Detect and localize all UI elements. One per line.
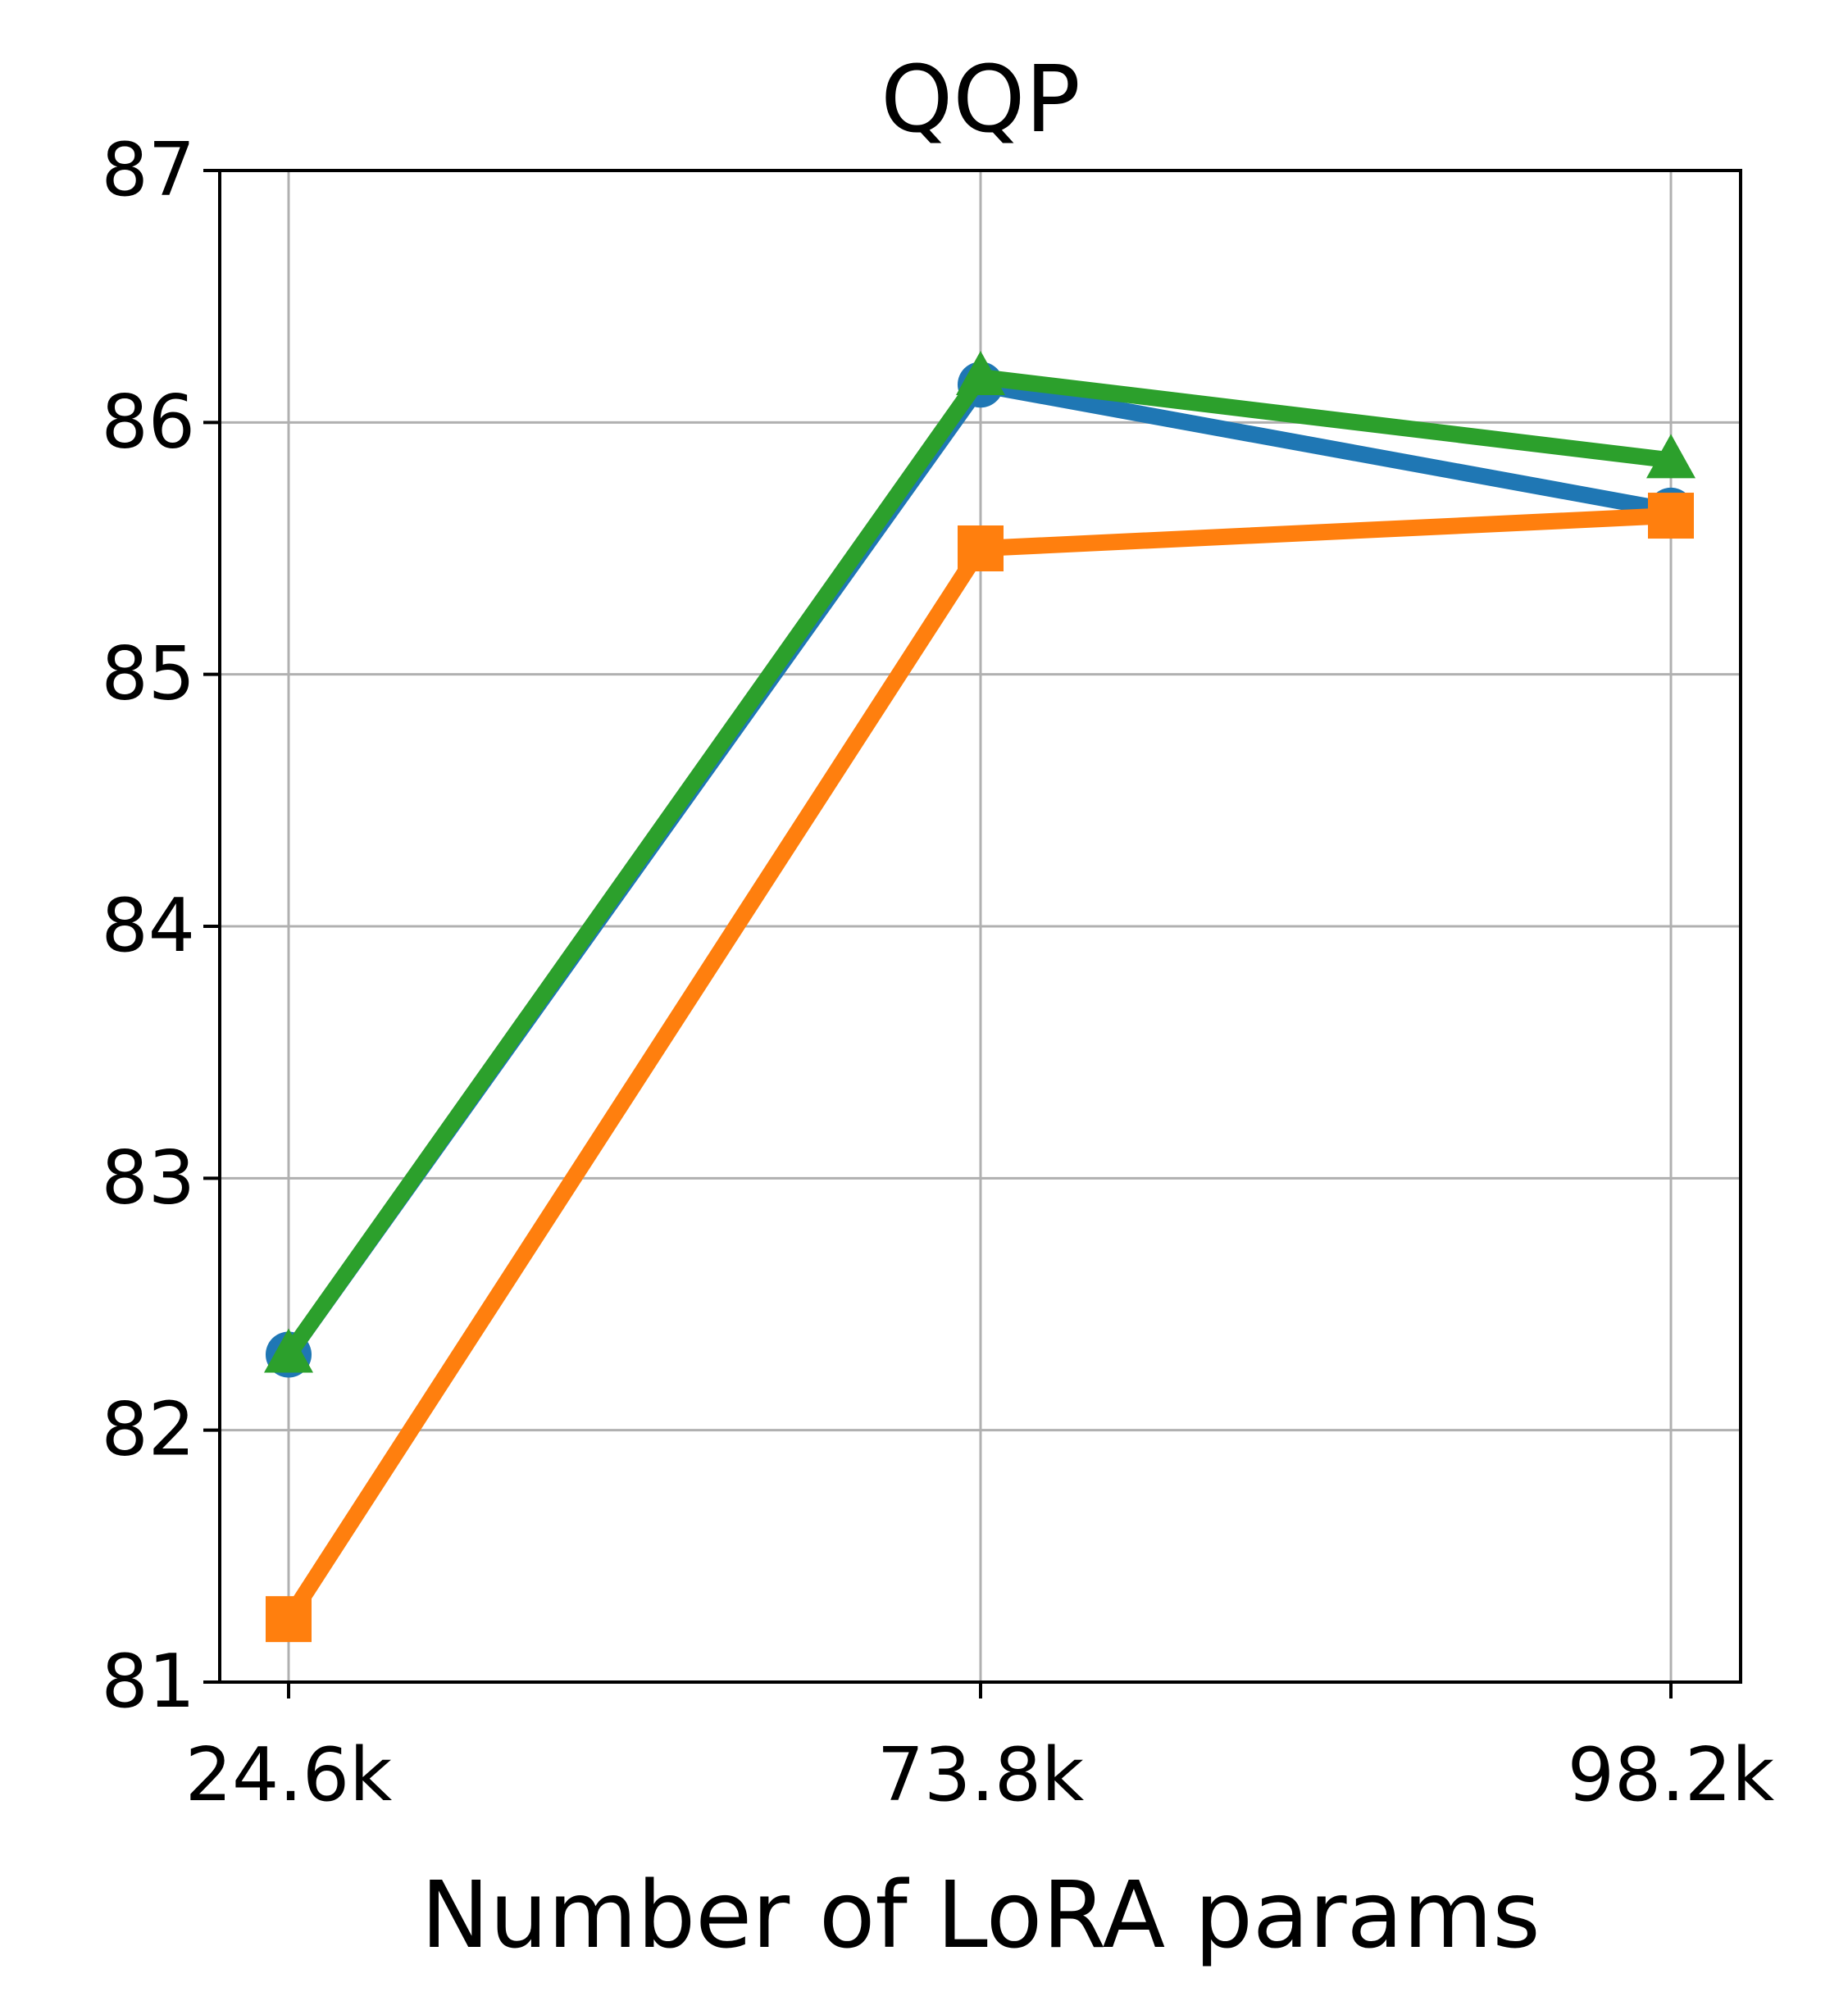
data-point-square <box>266 1596 312 1643</box>
x-tick-label: 24.6k <box>185 1732 393 1818</box>
data-point-triangle <box>956 351 1005 396</box>
y-tick-label: 83 <box>101 1135 195 1221</box>
x-axis-label: Number of LoRA params <box>421 1862 1540 1969</box>
data-point-triangle <box>264 1328 313 1373</box>
chart-title: QQP <box>881 47 1081 153</box>
axis-ticks: 81 82 83 84 85 86 87 24.6k 73.8k 98.2k <box>101 127 1774 1818</box>
series-2 <box>266 493 1694 1643</box>
series-lines <box>264 351 1696 1643</box>
y-tick-label: 86 <box>101 379 195 465</box>
y-tick-label: 84 <box>101 883 195 969</box>
data-point-triangle <box>1646 434 1696 479</box>
y-tick-label: 85 <box>101 631 195 717</box>
y-tick-label: 82 <box>101 1387 195 1473</box>
data-point-square <box>958 525 1004 571</box>
x-tick-label: 73.8k <box>877 1732 1085 1818</box>
x-tick-label: 98.2k <box>1568 1732 1775 1818</box>
y-tick-label: 81 <box>101 1639 195 1725</box>
series-3 <box>264 351 1696 1373</box>
y-tick-label: 87 <box>101 127 195 213</box>
data-point-square <box>1648 493 1694 539</box>
